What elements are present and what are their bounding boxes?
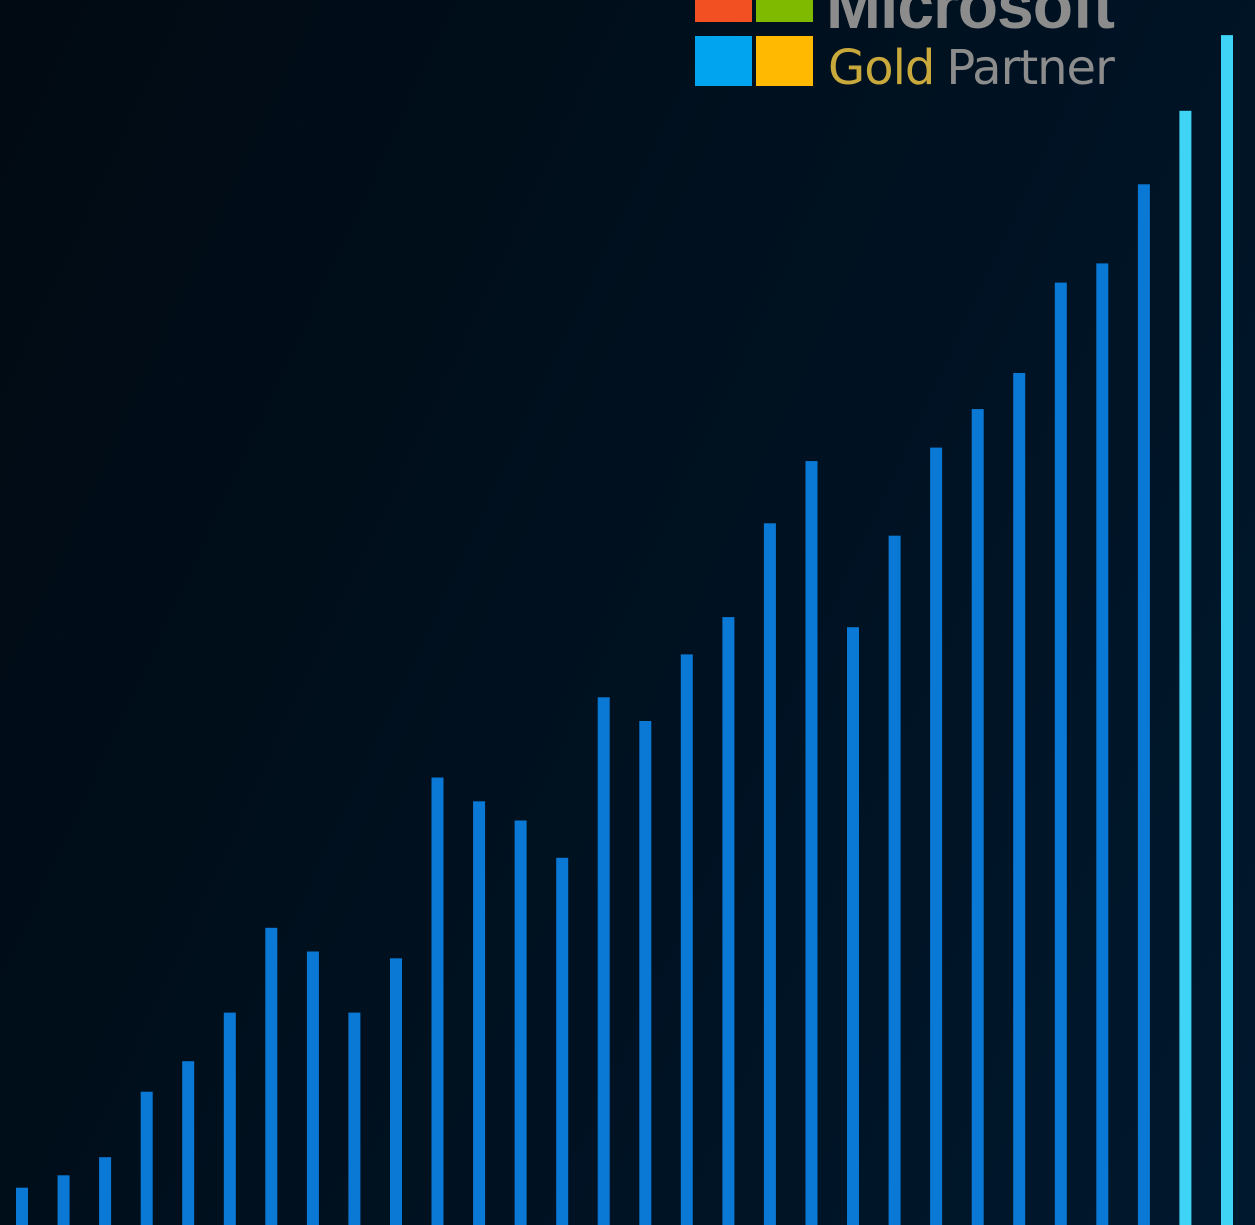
bar-24 xyxy=(971,409,984,1225)
bar-11 xyxy=(431,777,444,1225)
bar-20 xyxy=(805,461,818,1225)
bar-highlight-30 xyxy=(1221,35,1233,1225)
logo-tagline: Gold Partner xyxy=(828,40,1115,96)
bar-15 xyxy=(597,697,610,1225)
bar-5 xyxy=(182,1061,195,1225)
bar-28 xyxy=(1137,184,1150,1225)
logo-partner-text: Partner xyxy=(946,40,1114,96)
bar-16 xyxy=(639,721,652,1225)
logo-brand-text: Microsoft xyxy=(826,0,1115,42)
bar-17 xyxy=(680,654,693,1225)
bar-10 xyxy=(390,958,402,1225)
logo-square-red xyxy=(695,0,752,22)
bar-6 xyxy=(223,1012,236,1225)
bar-25 xyxy=(1013,373,1026,1225)
bar-4 xyxy=(140,1091,153,1225)
bar-14 xyxy=(556,857,569,1225)
bar-13 xyxy=(514,820,527,1225)
bar-9 xyxy=(348,1012,361,1225)
bar-7 xyxy=(265,927,278,1225)
bar-21 xyxy=(847,627,859,1225)
logo-square-green xyxy=(756,0,813,22)
bar-26 xyxy=(1054,282,1067,1225)
logo-square-blue xyxy=(695,36,752,86)
bar-19 xyxy=(763,523,776,1225)
bar-27 xyxy=(1096,263,1109,1225)
microsoft-gold-partner-logo: Microsoft Gold Partner xyxy=(690,0,1170,97)
bar-23 xyxy=(930,447,943,1225)
bar-8 xyxy=(306,951,319,1225)
bar-3 xyxy=(99,1157,112,1225)
bar-2 xyxy=(57,1175,70,1225)
logo-square-yellow xyxy=(756,36,813,86)
bar-highlight-29 xyxy=(1179,110,1192,1225)
bar-22 xyxy=(888,535,901,1225)
bar-18 xyxy=(722,617,735,1225)
bar-1 xyxy=(16,1187,28,1225)
logo-gold-text: Gold xyxy=(828,40,935,96)
bar-12 xyxy=(473,801,486,1225)
